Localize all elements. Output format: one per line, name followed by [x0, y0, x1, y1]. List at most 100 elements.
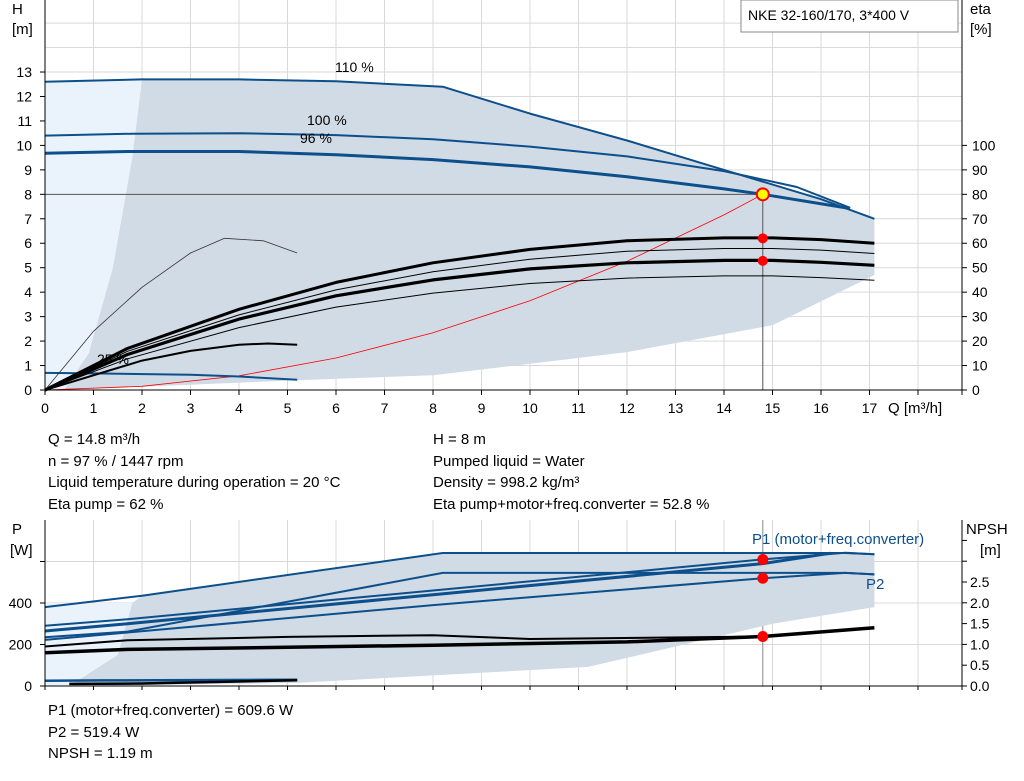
- y-tick-label: 7: [24, 211, 32, 227]
- y-tick-label: 3: [24, 309, 32, 325]
- y2-tick-label: 60: [972, 235, 988, 251]
- y-tick-label: 0: [24, 382, 32, 398]
- bottom-y2-tick-label: 0.0: [970, 678, 990, 694]
- x-tick-label: 0: [41, 400, 49, 416]
- x-tick-label: 4: [235, 400, 243, 416]
- y2-tick-label: 50: [972, 260, 988, 276]
- y-tick-label: 8: [24, 186, 32, 202]
- x-tick-label: 5: [284, 400, 292, 416]
- bottom-y2-tick-label: 1.5: [970, 616, 990, 632]
- chart-title: NKE 32-160/170, 3*400 V: [748, 7, 910, 23]
- bottom-y2-tick-label: 0.5: [970, 657, 990, 673]
- eta-duty-point: [757, 255, 768, 266]
- info-npsh: NPSH = 1.19 m: [48, 745, 153, 762]
- operating-area: [64, 79, 875, 391]
- legend-box: [740, 0, 959, 33]
- y-axis-unit: [m]: [12, 21, 33, 38]
- label-110: 110 %: [335, 59, 374, 75]
- x-tick-label: 12: [619, 400, 635, 416]
- bottom-y-axis-unit: [W]: [10, 542, 33, 559]
- axes: 0 1 2 3 4 5 6 7 8 9 10 11 12 13 14 15 16 1701234567891011…: [9, 0, 996, 694]
- bottom-plot: [44, 520, 875, 686]
- curve-npsh_thin-7: [44, 634, 763, 648]
- x-tick-label: 13: [668, 400, 684, 416]
- top-plot: [44, 78, 875, 392]
- y2-tick-label: 10: [972, 358, 988, 374]
- eta-duty-point: [757, 233, 768, 244]
- y-tick-label: 1: [24, 358, 32, 374]
- info-liquid: Pumped liquid = Water: [433, 452, 585, 470]
- y2-axis-unit: [%]: [970, 21, 992, 38]
- bottom-y-tick-label: 0: [24, 678, 32, 694]
- curve-eta-pump-thin: [44, 248, 875, 391]
- info-p1: P1 (motor+freq.converter) = 609.6 W: [48, 702, 294, 719]
- y2-tick-label: 0: [972, 382, 980, 398]
- info-p2: P2 = 519.4 W: [48, 723, 140, 741]
- bottom-y2-tick-label: 1.0: [970, 636, 990, 652]
- x-tick-label: 3: [187, 400, 195, 416]
- curve-eta_pump-4: [44, 236, 875, 392]
- label-100: 100 %: [307, 112, 347, 128]
- curve-npsh_low-8: [69, 678, 298, 686]
- y2-tick-label: 100: [972, 137, 996, 153]
- y-tick-label: 2: [24, 333, 32, 349]
- bottom-y-tick-label: 400: [9, 595, 33, 611]
- power-duty-point: [757, 630, 769, 642]
- curve-power-4: [44, 571, 875, 641]
- y-tick-label: 13: [16, 64, 32, 80]
- curve-power-1: [44, 551, 875, 627]
- operating-point: [755, 187, 770, 202]
- info-flow: Q = 14.8 m³/h: [48, 431, 141, 448]
- x-tick-label: 8: [429, 400, 437, 416]
- info-top-left: Q = 14.8 m³/h n = 97 % / 1447 rpm Liquid…: [48, 429, 340, 515]
- operating-area-light: [45, 79, 142, 391]
- bottom-y2-axis-unit: [m]: [980, 542, 1001, 559]
- curve-power_low-5: [44, 678, 298, 683]
- bottom-y-tick-label: 200: [9, 637, 33, 653]
- label-96: 96 %: [300, 130, 332, 146]
- y2-tick-label: 20: [972, 333, 988, 349]
- x-tick-label: 15: [765, 400, 781, 416]
- power-duty-point: [757, 554, 769, 566]
- label-25: 25 %: [97, 351, 129, 367]
- power-duty-point: [757, 572, 769, 584]
- bottom-y2-tick-label: 2.5: [970, 574, 990, 590]
- curve-eta-total-thin: [44, 275, 875, 391]
- curve-eta_thin-6: [44, 237, 298, 391]
- y-tick-label: 12: [16, 88, 32, 104]
- y-tick-label: 6: [24, 235, 32, 251]
- bottom-y2-tick-label: 2.0: [970, 595, 990, 611]
- bottom-y2-axis-symbol: NPSH: [966, 521, 1008, 538]
- x-tick-label: 16: [813, 400, 829, 416]
- info-temperature: Liquid temperature during operation = 20…: [48, 474, 341, 491]
- x-tick-label: 7: [381, 400, 389, 416]
- x-tick-label: 2: [138, 400, 146, 416]
- info-eta-pump: Eta pump = 62 %: [48, 495, 164, 513]
- y2-tick-label: 70: [972, 211, 988, 227]
- x-tick-label: 14: [716, 400, 732, 416]
- y2-tick-label: 40: [972, 284, 988, 300]
- x-tick-label: 9: [478, 400, 486, 416]
- info-bottom: P1 (motor+freq.converter) = 609.6 W P2 =…: [48, 700, 293, 765]
- y2-axis-symbol: eta: [970, 1, 992, 18]
- curve-eta_total-5: [44, 258, 875, 392]
- y2-tick-label: 90: [972, 162, 988, 178]
- x-tick-label: 11: [571, 400, 586, 416]
- curve-power-2: [44, 551, 831, 633]
- y2-tick-label: 30: [972, 309, 988, 325]
- info-speed: n = 97 % / 1447 rpm: [48, 452, 184, 470]
- info-density: Density = 998.2 kg/m³: [433, 474, 580, 491]
- bottom-y-axis-symbol: P: [12, 521, 22, 538]
- curve-head-2: [44, 150, 851, 210]
- curve-head-0: [44, 78, 875, 220]
- y-tick-label: 5: [24, 260, 32, 276]
- y-tick-label: 11: [17, 113, 32, 129]
- y-tick-label: 10: [16, 137, 32, 153]
- curve-head-1: [44, 132, 851, 209]
- y2-tick-label: 80: [972, 186, 988, 202]
- x-tick-label: 1: [90, 400, 98, 416]
- info-head: H = 8 m: [433, 431, 486, 448]
- y-tick-label: 9: [24, 162, 32, 178]
- x-tick-label: 10: [522, 400, 538, 416]
